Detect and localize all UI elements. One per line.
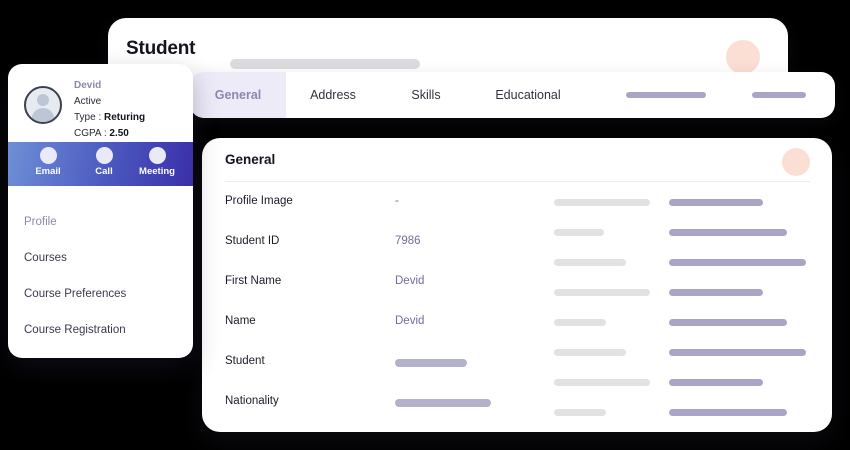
sidebar-item-course-preferences[interactable]: Course Preferences	[24, 288, 127, 300]
skeleton-row	[554, 195, 829, 225]
skeleton-bar-left	[554, 199, 650, 206]
tab-bar-skeletons	[626, 72, 806, 118]
skeleton-bar-right	[669, 409, 787, 416]
skeleton-row	[554, 225, 829, 255]
sidebar-item-profile[interactable]: Profile	[24, 216, 57, 228]
skeleton-bar-left	[554, 409, 606, 416]
phone-icon	[95, 147, 113, 164]
header-skeleton-bar	[230, 59, 420, 69]
field-label: Name	[225, 315, 256, 327]
field-label: First Name	[225, 275, 282, 287]
placeholder-skeleton-grid	[554, 195, 829, 432]
field-row: Name Devid	[225, 315, 555, 355]
field-value-skeleton	[395, 399, 491, 407]
tab-general[interactable]: General	[190, 72, 286, 118]
field-row: Nationality	[225, 395, 555, 432]
field-value: -	[395, 195, 399, 207]
field-row: Student ID 7986	[225, 235, 555, 275]
field-value: Devid	[395, 315, 425, 327]
skeleton-row	[554, 405, 829, 432]
skeleton-bar-right	[669, 259, 806, 266]
profile-name: Devid	[74, 80, 102, 91]
skeleton-bar-left	[554, 379, 650, 386]
skeleton-row	[554, 255, 829, 285]
field-value-skeleton	[395, 359, 467, 367]
header-accent-dot-icon	[726, 40, 760, 74]
field-list: Profile Image - Student ID 7986 First Na…	[225, 195, 555, 432]
profile-status: Active	[74, 96, 102, 107]
user-avatar-icon	[24, 86, 62, 124]
skeleton-row	[554, 345, 829, 375]
student-sidebar-card: Devid Active Type : Returing CGPA : 2.50…	[8, 64, 193, 358]
action-call-label: Call	[95, 166, 113, 177]
field-label: Profile Image	[225, 195, 293, 207]
tab-bar: General Address Skills Educational	[190, 72, 835, 118]
skeleton-bar-right	[669, 289, 763, 296]
profile-cgpa-label: CGPA :	[74, 128, 110, 139]
tab-skeleton-bar-2	[752, 92, 806, 98]
section-title: General	[225, 152, 276, 167]
sidebar-item-courses[interactable]: Courses	[24, 252, 67, 264]
skeleton-bar-left	[554, 289, 650, 296]
skeleton-bar-right	[669, 319, 787, 326]
profile-cgpa: CGPA : 2.50	[74, 126, 145, 142]
skeleton-bar-right	[669, 379, 763, 386]
avatar-body-shape	[31, 108, 55, 122]
profile-type: Type : Returing	[74, 110, 145, 126]
skeleton-row	[554, 315, 829, 345]
profile-cgpa-value: 2.50	[109, 128, 129, 139]
skeleton-bar-right	[669, 199, 763, 206]
skeleton-bar-left	[554, 319, 606, 326]
action-meeting-label: Meeting	[139, 166, 175, 177]
main-accent-dot-icon	[782, 148, 810, 176]
profile-summary: Devid Active Type : Returing CGPA : 2.50	[8, 64, 193, 142]
tab-skeleton-bar-1	[626, 92, 706, 98]
profile-type-label: Type :	[74, 112, 105, 123]
sidebar-nav: Profile Courses Course Preferences Cours…	[8, 186, 193, 348]
field-row: Profile Image -	[225, 195, 555, 235]
field-label: Student ID	[225, 235, 280, 247]
skeleton-bar-left	[554, 229, 604, 236]
tab-educational[interactable]: Educational	[495, 88, 561, 102]
email-icon	[39, 147, 57, 164]
quick-action-bar: Email Call Meeting	[8, 142, 193, 186]
field-value: Devid	[395, 275, 425, 287]
page-title: Student	[126, 38, 196, 59]
skeleton-bar-left	[554, 259, 626, 266]
skeleton-row	[554, 285, 829, 315]
skeleton-bar-right	[669, 349, 806, 356]
field-label: Nationality	[225, 395, 279, 407]
tab-address[interactable]: Address	[310, 88, 356, 102]
calendar-icon	[148, 147, 166, 164]
field-label: Student	[225, 355, 265, 367]
action-meeting[interactable]: Meeting	[128, 147, 186, 177]
skeleton-bar-left	[554, 349, 626, 356]
field-value: 7986	[395, 235, 421, 247]
action-call[interactable]: Call	[80, 147, 128, 177]
main-content-card: General Profile Image - Student ID 7986 …	[202, 138, 832, 432]
action-email[interactable]: Email	[22, 147, 74, 177]
section-divider	[225, 181, 810, 182]
sidebar-item-course-registration[interactable]: Course Registration	[24, 324, 126, 336]
profile-meta: Devid Active Type : Returing CGPA : 2.50	[74, 78, 145, 142]
profile-type-value: Returing	[104, 112, 146, 123]
field-row: First Name Devid	[225, 275, 555, 315]
field-row: Student	[225, 355, 555, 395]
avatar-head-shape	[37, 94, 49, 106]
tab-skills[interactable]: Skills	[411, 88, 441, 102]
skeleton-bar-right	[669, 229, 787, 236]
action-email-label: Email	[35, 166, 61, 177]
skeleton-row	[554, 375, 829, 405]
